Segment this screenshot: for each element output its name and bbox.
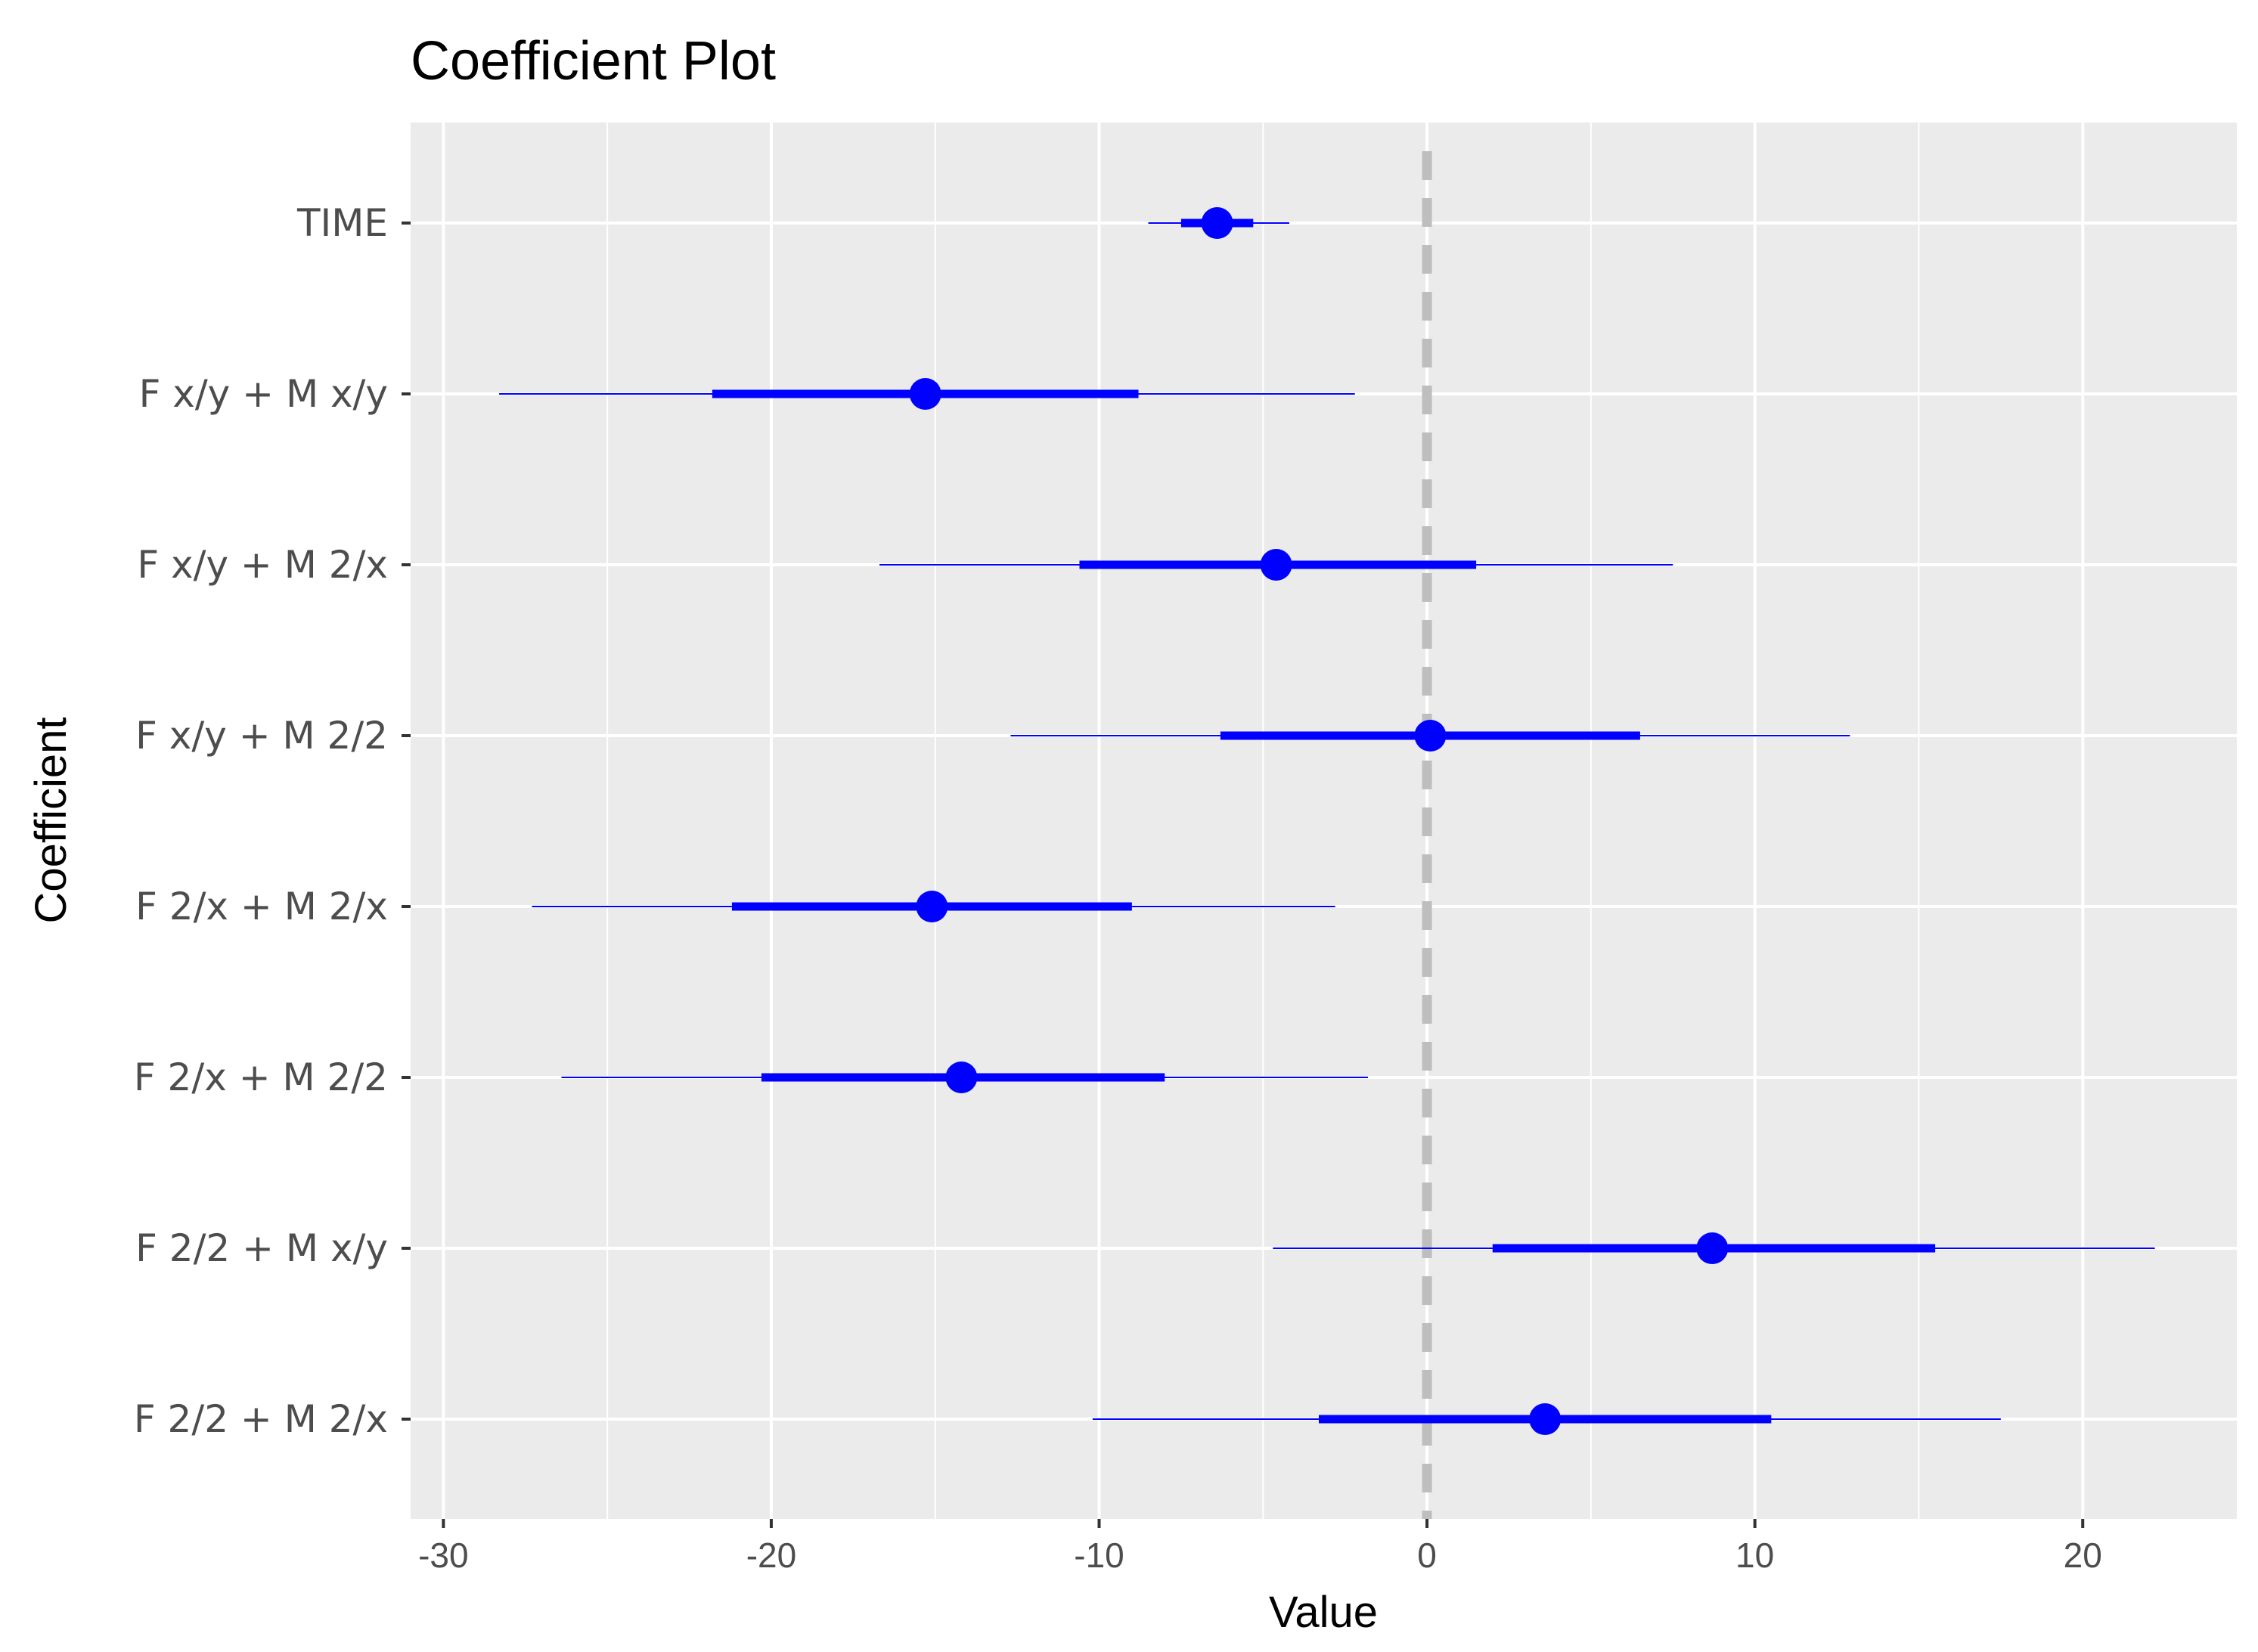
coefficient-point <box>916 891 948 922</box>
x-tick-label: -30 <box>418 1536 468 1575</box>
y-tick-label: F x/y + M 2/2 <box>135 714 388 758</box>
y-tick-label: TIME <box>296 201 388 245</box>
coefficient-point <box>945 1062 978 1093</box>
y-axis-ticks: TIME F x/y + M x/y F x/y + M 2/x F x/y + M … <box>134 201 411 1441</box>
x-tick-label: -10 <box>1074 1536 1124 1575</box>
y-tick-label: F 2/x + M 2/2 <box>134 1055 388 1099</box>
coefficient-point <box>909 378 941 410</box>
coefficient-point <box>1529 1403 1562 1435</box>
x-tick-label: 20 <box>2064 1536 2102 1575</box>
coefficient-point <box>1414 720 1447 752</box>
y-tick-label: F 2/x + M 2/x <box>135 885 388 928</box>
coefficient-point <box>1201 207 1233 239</box>
chart-title: Coefficient Plot <box>411 31 776 91</box>
x-axis-ticks: -30 -20 -10 0 10 20 <box>418 1519 2102 1575</box>
x-axis-title: Value <box>1269 1588 1378 1637</box>
y-tick-label: F 2/2 + M x/y <box>135 1226 388 1270</box>
plot-panel <box>411 122 2237 1519</box>
coefficient-point <box>1696 1232 1729 1264</box>
y-tick-label: F 2/2 + M 2/x <box>134 1397 388 1441</box>
coefficient-points <box>909 207 1729 1435</box>
minor-gridlines <box>606 122 1920 1519</box>
y-tick-label: F x/y + M x/y <box>139 372 388 416</box>
y-tick-label: F x/y + M 2/x <box>137 543 388 587</box>
x-tick-label: 0 <box>1417 1536 1437 1575</box>
coefficient-point <box>1260 549 1292 581</box>
x-tick-label: -20 <box>746 1536 796 1575</box>
y-axis-title: Coefficient <box>26 718 76 924</box>
x-tick-label: 10 <box>1735 1536 1774 1575</box>
